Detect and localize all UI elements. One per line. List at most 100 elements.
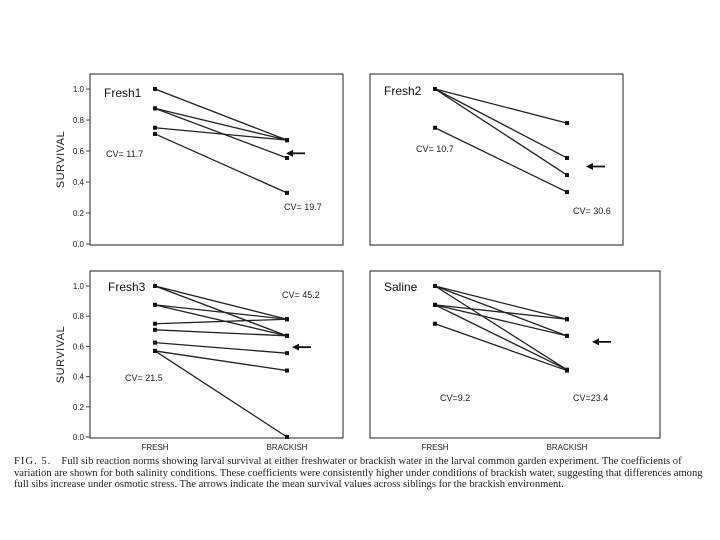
data-point (153, 327, 157, 332)
cv-label-fresh: CV=9.2 (440, 393, 470, 403)
data-point (153, 302, 157, 307)
series-line (434, 88, 568, 124)
data-point (285, 368, 289, 373)
cv-label-brackish: CV= 19.7 (284, 202, 322, 212)
series-line (154, 133, 288, 194)
cv-label-brackish: CV= 45.2 (282, 290, 320, 300)
data-point (153, 340, 157, 345)
cv-label-brackish: CV=23.4 (573, 393, 608, 403)
y-tick-label: 0.4 (73, 373, 85, 382)
data-point (565, 317, 569, 322)
mean-arrow-head (292, 343, 299, 351)
data-point (565, 121, 569, 126)
series-line (154, 107, 288, 141)
x-category-label: FRESH (141, 443, 168, 452)
data-point (565, 333, 569, 338)
caption-text: Full sib reaction norms showing larval s… (14, 456, 703, 491)
data-point (433, 321, 437, 326)
panel-fresh1: 0.0 0.2 0.4 0.6 0.8 1.0 SURVIVAL Fresh1 CV= 11.7… (55, 73, 344, 249)
y-tick-label: 0.2 (73, 209, 85, 218)
cv-label-fresh: CV= 10.7 (416, 144, 454, 154)
panel-title: Fresh1 (104, 86, 142, 100)
panel-frame (89, 270, 344, 439)
series-line (434, 285, 568, 371)
data-point (153, 348, 157, 353)
series-line (154, 350, 288, 438)
y-tick-label: 1.0 (73, 282, 85, 291)
series-line (154, 304, 288, 320)
y-tick-label: 0.0 (73, 240, 85, 249)
data-point (153, 131, 157, 136)
data-point (285, 155, 289, 160)
y-tick-label: 0.8 (73, 116, 85, 125)
panel-frame (369, 270, 661, 439)
series-line (434, 88, 568, 176)
series-line (154, 304, 288, 337)
series-line (434, 304, 568, 337)
figure-caption: FIG. 5. Full sib reaction norms showing l… (14, 456, 710, 491)
series-line (434, 285, 568, 337)
y-tick-label: 0.6 (73, 342, 85, 351)
mean-arrow-head (286, 149, 293, 157)
series-line (154, 107, 288, 159)
data-point (153, 125, 157, 130)
panel-saline: Saline CV=9.2 CV=23.4 FRESH BRACKISH (369, 270, 661, 452)
y-tick-label: 0.8 (73, 312, 85, 321)
panel-fresh3: 0.0 0.2 0.4 0.6 0.8 1.0 SURVIVAL Fresh3 CV= 21.5… (55, 270, 344, 452)
series-line (434, 127, 568, 193)
y-tick-label: 0.4 (73, 178, 85, 187)
x-category-label: FRESH (421, 443, 448, 452)
data-point (153, 284, 157, 288)
cv-label-brackish: CV= 30.6 (573, 206, 611, 216)
series-line (434, 304, 568, 371)
caption-label: FIG. 5. (14, 456, 52, 467)
data-point (433, 302, 437, 307)
mean-arrow-head (592, 338, 599, 346)
data-point (285, 138, 289, 143)
data-point (285, 333, 289, 338)
data-point (153, 321, 157, 326)
y-tick-label: 0.2 (73, 403, 85, 412)
data-point (433, 284, 437, 288)
series-line (154, 127, 288, 141)
series-line (434, 304, 568, 320)
y-tick-label: 0.0 (73, 433, 85, 442)
series-line (434, 88, 568, 159)
panel-frame (89, 73, 344, 246)
data-point (285, 317, 289, 322)
panel-title: Saline (384, 280, 418, 294)
x-category-label: BRACKISH (267, 443, 308, 452)
y-tick-label: 1.0 (73, 85, 85, 94)
panel-fresh2: Fresh2 CV= 10.7 CV= 30.6 (369, 73, 624, 246)
panel-frame (369, 73, 624, 246)
data-point (285, 190, 289, 195)
series-line (434, 323, 568, 372)
data-point (285, 351, 289, 356)
series-line (154, 329, 288, 337)
panel-title: Fresh3 (108, 280, 146, 294)
data-point (565, 190, 569, 195)
panel-title: Fresh2 (384, 84, 422, 98)
data-point (433, 87, 437, 91)
series-line (154, 285, 288, 337)
data-point (153, 106, 157, 111)
series-line (154, 285, 288, 320)
data-point (565, 173, 569, 178)
cv-label-fresh: CV= 11.7 (106, 149, 143, 159)
series-line (154, 318, 288, 325)
data-point (433, 125, 437, 130)
series-line (434, 285, 568, 320)
y-tick-label: 0.6 (73, 147, 85, 156)
x-category-label: BRACKISH (547, 443, 588, 452)
y-axis-label: SURVIVAL (55, 131, 67, 188)
series-line (154, 88, 288, 141)
data-point (153, 87, 157, 91)
data-point (285, 435, 289, 439)
mean-arrow-head (586, 163, 593, 170)
series-line (154, 341, 288, 354)
data-point (565, 368, 569, 373)
series-line (154, 350, 288, 372)
cv-label-fresh: CV= 21.5 (125, 373, 163, 383)
y-axis-label: SURVIVAL (55, 326, 67, 383)
